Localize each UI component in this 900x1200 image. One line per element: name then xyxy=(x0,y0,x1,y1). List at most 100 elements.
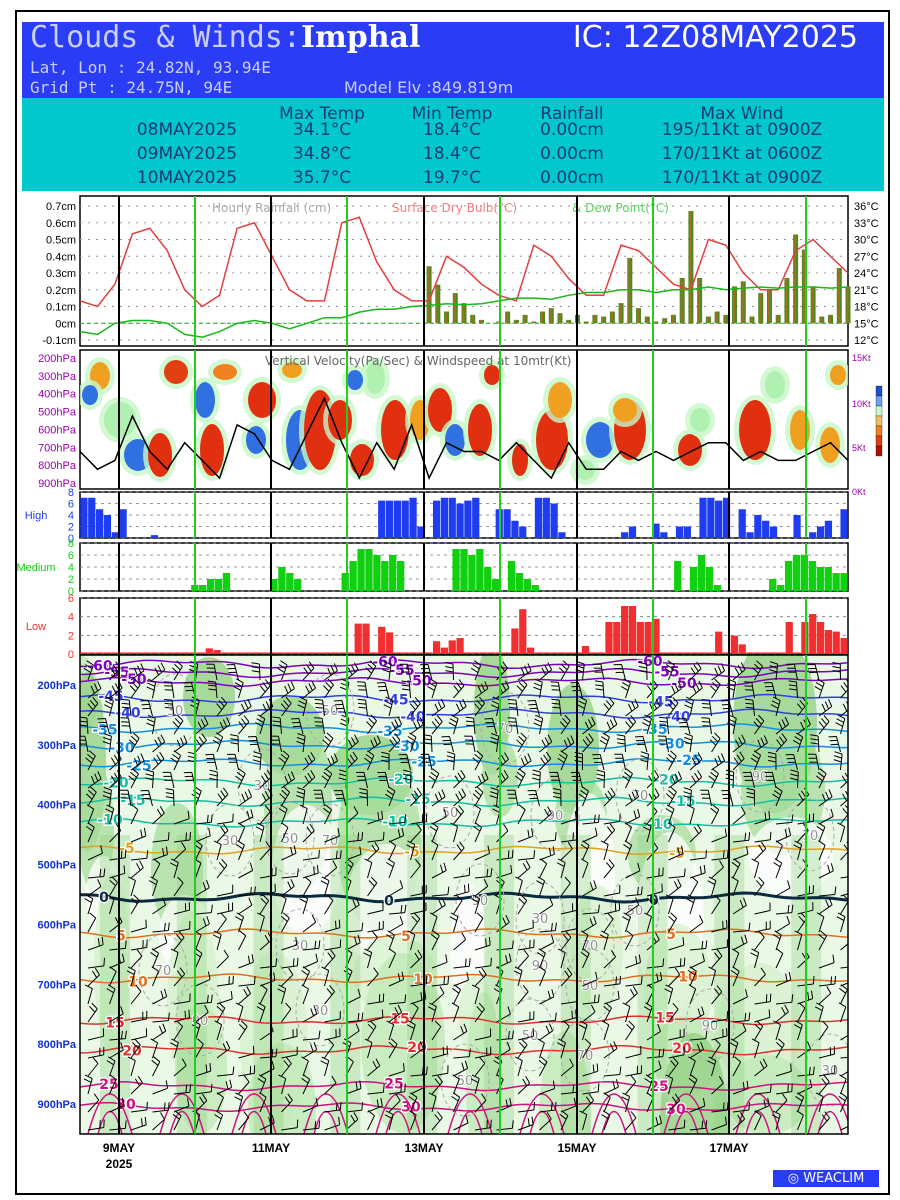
cloud-bar xyxy=(119,509,127,538)
wind-barb xyxy=(234,1092,244,1113)
cloud-bar xyxy=(652,618,660,654)
wind-barb xyxy=(230,734,239,753)
cloud-bar xyxy=(816,567,824,591)
wind-barb xyxy=(188,661,199,681)
wind-barb xyxy=(410,787,423,807)
cloud-bar xyxy=(464,500,472,538)
cloud-bar xyxy=(809,532,817,538)
wind-barb xyxy=(840,876,848,879)
row-rainfall: 0.00cm xyxy=(540,144,604,164)
cloud-bar xyxy=(484,567,492,591)
wind-barb xyxy=(625,1065,642,1077)
wind-barb xyxy=(559,714,571,735)
isotherm-line xyxy=(80,722,848,734)
wind-barb xyxy=(453,679,465,699)
cloud-bar xyxy=(809,614,817,654)
wind-barb xyxy=(146,714,156,735)
cloud-bar xyxy=(341,573,349,591)
wind-barb xyxy=(688,1056,696,1077)
wind-barb xyxy=(711,949,723,969)
wind-barb xyxy=(388,971,405,987)
wind-barb xyxy=(109,1006,124,1023)
row-date: 09MAY2025 xyxy=(136,144,238,164)
cloud-bar xyxy=(252,652,260,654)
humidity-label: 70 xyxy=(802,829,819,844)
cloud-bar xyxy=(221,652,229,654)
wind-barb xyxy=(381,751,390,771)
wind-barb xyxy=(324,919,341,933)
wind-barb xyxy=(603,912,614,933)
wind-barb xyxy=(517,919,534,933)
wind-barb xyxy=(152,897,167,915)
wind-barb xyxy=(130,850,149,861)
wind-barb xyxy=(709,732,721,753)
humidity-label: 50 xyxy=(282,832,299,847)
wind-barb xyxy=(474,1056,486,1077)
cloud-bar xyxy=(222,573,231,591)
wind-barb xyxy=(227,753,239,771)
wind-barb xyxy=(729,1038,739,1059)
wind-barb xyxy=(560,841,573,861)
wind-barb xyxy=(195,733,207,753)
cloud-bar xyxy=(628,526,637,538)
cloud-bar xyxy=(730,635,738,654)
wind-barb xyxy=(514,768,526,789)
wind-barb xyxy=(355,771,368,789)
cloud-bar xyxy=(534,652,543,654)
wind-barb xyxy=(708,768,719,789)
vv-blob xyxy=(148,433,172,477)
wind-barb xyxy=(659,716,669,735)
rain-bar-core xyxy=(759,293,762,324)
wind-barb xyxy=(130,1101,148,1113)
wind-barb xyxy=(689,769,703,789)
wind-barb xyxy=(195,904,213,915)
wind-barb xyxy=(281,1093,293,1113)
isotherm-label: 15 xyxy=(655,1010,674,1026)
rain-bar-core xyxy=(619,303,622,324)
cloud-bar xyxy=(370,652,378,654)
x-date-label: 9MAY xyxy=(103,1141,135,1155)
wind-barb xyxy=(582,971,598,987)
rain-bar-core xyxy=(506,311,509,324)
wind-barb xyxy=(407,930,416,951)
vv-pressure-label: 400hPa xyxy=(38,389,77,401)
cloud-bar xyxy=(589,652,597,654)
cloud-bar xyxy=(715,631,723,654)
wind-barb xyxy=(109,966,117,987)
wind-barb xyxy=(428,768,440,789)
wind-barb xyxy=(688,984,697,1005)
wind-barb xyxy=(87,1119,105,1131)
cloud-bar xyxy=(674,561,682,591)
wind-barb xyxy=(537,948,546,969)
wind-barb xyxy=(732,1080,749,1095)
wind-barb xyxy=(592,663,605,681)
x-date-label: 11MAY xyxy=(252,1141,290,1155)
isotherm-label: -25 xyxy=(126,758,151,774)
wind-barb xyxy=(484,718,497,735)
wind-barb xyxy=(279,786,291,807)
wind-barb xyxy=(711,894,721,915)
wind-barb xyxy=(128,876,136,897)
wind-barb xyxy=(152,846,168,861)
cloud-bar xyxy=(683,652,691,654)
wind-barb xyxy=(152,988,168,1005)
wind-barb xyxy=(603,1002,613,1023)
cloud-bar xyxy=(440,497,449,538)
wind-barb xyxy=(195,1083,213,1095)
wind-barb xyxy=(539,934,555,951)
vv-blob xyxy=(586,422,614,458)
wind-barb xyxy=(195,1063,212,1077)
wind-barb xyxy=(517,663,532,681)
wind-barb xyxy=(539,897,554,915)
rain-bar-core xyxy=(776,314,779,324)
wind-barb xyxy=(657,735,669,753)
isotherm-label: -60 xyxy=(372,654,398,670)
wind-barb xyxy=(668,1002,679,1023)
vv-blob xyxy=(428,388,452,432)
wind-barb xyxy=(472,750,484,771)
wind-barb xyxy=(324,828,340,843)
wind-barb xyxy=(121,698,132,717)
wind-barb xyxy=(345,934,361,951)
dry-bulb-line xyxy=(79,216,849,308)
wind-barb xyxy=(324,939,342,951)
